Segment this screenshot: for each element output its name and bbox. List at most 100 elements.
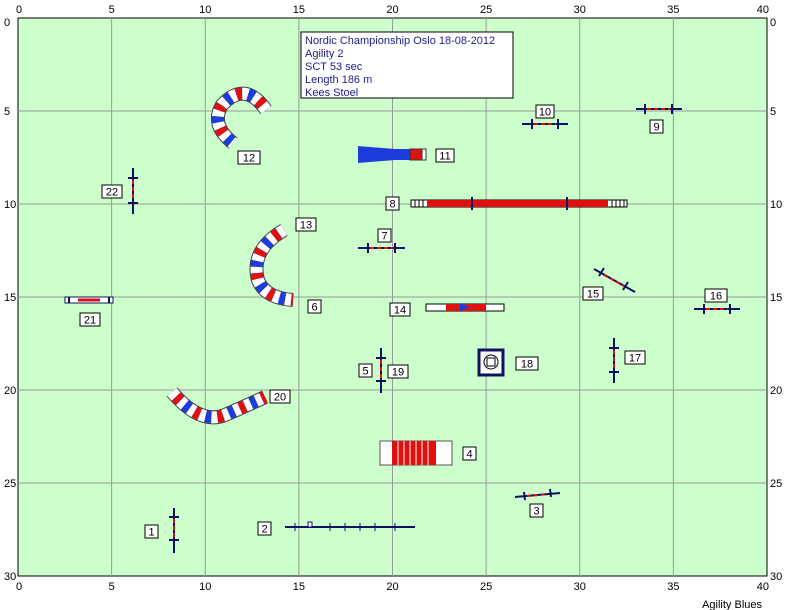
obstacle-label-8: 8 [385, 196, 400, 211]
obstacle-label-3: 3 [529, 503, 544, 518]
y-tick-label-right: 10 [770, 199, 782, 211]
obstacle-label-1: 1 [144, 524, 159, 539]
svg-text:7: 7 [381, 231, 387, 243]
y-tick-label-right: 20 [770, 385, 782, 397]
bottom-ruler: 0 5 10 15 20 25 30 35 40 [16, 581, 769, 593]
obstacle-label-19: 19 [387, 364, 409, 379]
x-tick-label-bottom: 35 [667, 581, 679, 593]
obstacle-seesaw[interactable] [425, 303, 505, 312]
svg-text:6: 6 [311, 302, 317, 314]
obstacle-chute[interactable] [358, 146, 427, 163]
obstacle-label-22: 22 [101, 184, 123, 199]
obstacle-jump[interactable] [522, 119, 568, 129]
x-tick-label-bottom: 0 [16, 581, 22, 593]
obstacle-label-20: 20 [269, 389, 291, 404]
obstacle-label-18: 18 [515, 356, 539, 371]
obstacle-jump[interactable] [609, 338, 619, 383]
svg-text:8: 8 [389, 199, 395, 211]
obstacle-tunnel[interactable] [210, 86, 272, 149]
svg-text:3: 3 [533, 506, 539, 518]
obstacle-label-17: 17 [624, 350, 646, 365]
obstacle-table[interactable] [477, 348, 505, 377]
x-tick-label-bottom: 30 [574, 581, 586, 593]
course-length: Length 186 m [305, 74, 372, 86]
x-tick-label-top: 10 [199, 4, 211, 16]
obstacle-label-16: 16 [704, 288, 728, 303]
obstacle-jump[interactable] [514, 488, 561, 501]
y-tick-label-left: 10 [4, 199, 16, 211]
svg-text:20: 20 [274, 392, 286, 404]
y-tick-label-right: 15 [770, 292, 782, 304]
course-info-box: Nordic Championship Oslo 18-08-2012 Agil… [300, 31, 514, 99]
x-tick-label-bottom: 25 [480, 581, 492, 593]
obstacle-label-15: 15 [582, 286, 604, 301]
obstacle-jump[interactable] [358, 243, 405, 253]
right-ruler: 0 5 10 15 20 25 30 [770, 17, 782, 583]
svg-text:19: 19 [392, 367, 404, 379]
obstacle-jump[interactable] [593, 267, 636, 293]
obstacle-label-21: 21 [79, 312, 101, 327]
obstacle-jump[interactable] [376, 348, 386, 393]
obstacle-jump[interactable] [128, 168, 138, 214]
x-tick-label-bottom: 5 [109, 581, 115, 593]
obstacle-jump[interactable] [694, 304, 740, 314]
svg-text:14: 14 [394, 305, 406, 317]
x-tick-label-top: 25 [480, 4, 492, 16]
x-tick-label-bottom: 15 [293, 581, 305, 593]
x-tick-label-bottom: 40 [757, 581, 769, 593]
svg-text:17: 17 [629, 353, 641, 365]
svg-text:9: 9 [653, 122, 659, 134]
y-tick-label-left: 20 [4, 385, 16, 397]
obstacle-number-labels: 1 2 3 4 5 6 7 8 9 10 11 12 13 14 15 16 1… [79, 104, 728, 539]
x-tick-label-bottom: 20 [386, 581, 398, 593]
svg-text:22: 22 [106, 187, 118, 199]
footer-brand: Agility Blues [702, 599, 762, 610]
svg-text:10: 10 [539, 107, 551, 119]
svg-text:1: 1 [148, 527, 154, 539]
course-title: Nordic Championship Oslo 18-08-2012 [305, 35, 495, 47]
y-tick-label-left: 30 [4, 571, 16, 583]
course-class: Agility 2 [305, 48, 344, 60]
svg-text:4: 4 [466, 449, 472, 461]
x-tick-label-top: 40 [757, 4, 769, 16]
obstacle-label-11: 11 [435, 148, 455, 163]
top-ruler: 0 5 10 15 20 25 30 35 40 [16, 4, 769, 16]
obstacle-jump[interactable] [64, 296, 114, 304]
obstacle-label-7: 7 [377, 228, 392, 243]
obstacle-dogwalk[interactable] [410, 197, 628, 210]
obstacle-tire-tunnel[interactable] [379, 440, 453, 466]
x-tick-label-top: 0 [16, 4, 22, 16]
svg-text:5: 5 [362, 366, 368, 378]
y-tick-label-left: 0 [4, 17, 10, 29]
obstacle-label-5: 5 [358, 363, 373, 378]
y-tick-label-right: 0 [770, 17, 776, 29]
y-tick-label-right: 30 [770, 571, 782, 583]
y-tick-label-right: 25 [770, 478, 782, 490]
left-ruler: 0 5 10 15 20 25 30 [4, 17, 16, 583]
obstacle-label-2: 2 [257, 521, 272, 536]
svg-text:18: 18 [521, 359, 533, 371]
obstacle-tunnel[interactable] [166, 387, 268, 425]
obstacle-dogwalk[interactable] [285, 521, 415, 531]
x-tick-label-bottom: 10 [199, 581, 211, 593]
obstacle-label-6: 6 [307, 299, 322, 314]
x-tick-label-top: 35 [667, 4, 679, 16]
y-tick-label-left: 25 [4, 478, 16, 490]
svg-text:12: 12 [243, 153, 255, 165]
obstacle-label-13: 13 [295, 217, 317, 232]
obstacle-label-10: 10 [535, 104, 555, 119]
x-tick-label-top: 15 [293, 4, 305, 16]
obstacle-label-9: 9 [649, 119, 664, 134]
obstacle-jump[interactable] [636, 104, 682, 114]
svg-text:11: 11 [439, 151, 450, 163]
course-sct: SCT 53 sec [305, 61, 363, 73]
obstacle-label-12: 12 [237, 150, 261, 165]
svg-text:2: 2 [261, 524, 267, 536]
obstacle-jump[interactable] [169, 508, 179, 553]
course-judge: Kees Stoel [305, 87, 358, 99]
y-tick-label-right: 5 [770, 106, 776, 118]
obstacle-tunnel[interactable] [249, 223, 294, 307]
x-tick-label-top: 5 [109, 4, 115, 16]
obstacles [64, 86, 740, 553]
